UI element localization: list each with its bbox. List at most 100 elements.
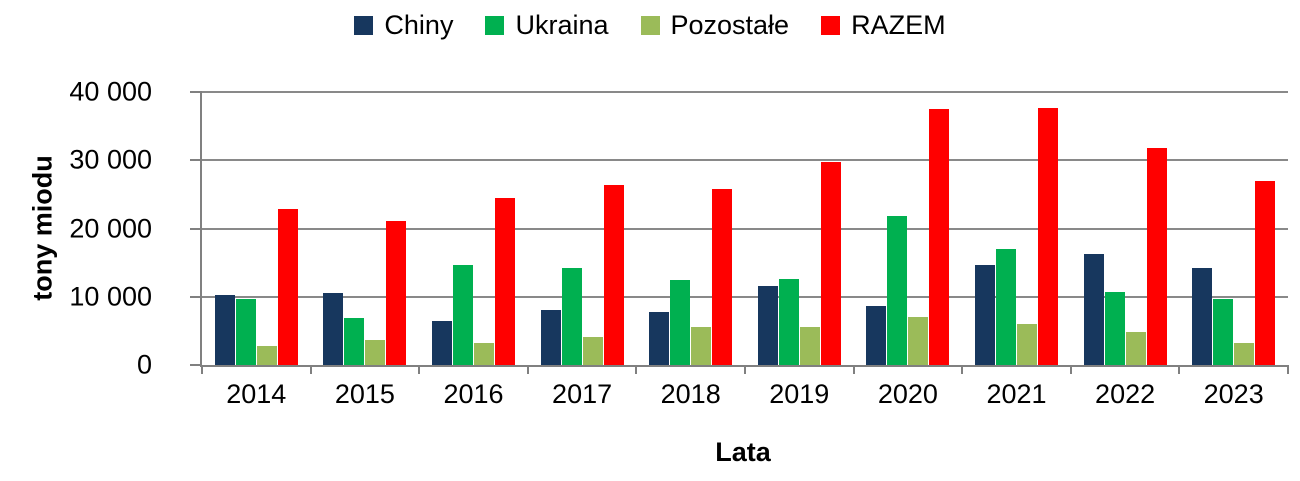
y-axis-tick [190,91,202,93]
x-tick-label-2018: 2018 [660,379,721,409]
x-axis-tick [961,365,964,374]
bar-razem-2014 [277,209,298,365]
gridline [202,295,1288,298]
bar-ukraina-2015 [344,317,365,365]
x-axis-title: Lata [715,437,771,467]
bar-group-2018 [636,92,745,365]
bar-group-2016 [419,92,528,365]
legend-item-chiny: Chiny [354,12,453,39]
legend-label: RAZEM [851,10,946,40]
gridline [202,159,1288,162]
bar-pozostałe-2022 [1125,332,1146,365]
legend-swatch-icon [640,16,660,35]
y-tick-label: 30 000 [69,144,152,175]
bar-group-2017 [528,92,637,365]
bar-group-2021 [962,92,1071,365]
bar-chiny-2019 [757,285,778,365]
bar-group-2023 [1179,92,1288,365]
bar-chiny-2014 [214,294,235,365]
plot-area: 0 10 000 20 000 30 000 40 000 2014 2015 2016 201… [69,78,1289,408]
y-axis-tick [190,364,202,366]
x-axis-tick [744,365,746,374]
bar-pozostałe-2019 [799,327,820,365]
legend-label: Chiny [384,10,454,40]
bar-ukraina-2014 [235,298,256,365]
legend-item-ukraina: Ukraina [485,10,609,40]
legend-swatch-icon [354,16,374,35]
bar-pozostałe-2018 [691,326,712,365]
x-axis-tick [1178,365,1181,374]
bar-chiny-2016 [431,320,452,365]
y-axis-tick [190,159,202,162]
legend-swatch-icon [821,16,841,35]
gridline [202,227,1288,230]
bar-razem-2023 [1255,180,1276,365]
x-tick-label-2020: 2020 [877,379,938,409]
bar-ukraina-2020 [887,216,908,365]
bar-ukraina-2018 [670,280,691,365]
x-axis-tick [1069,365,1072,374]
bar-ukraina-2016 [452,264,473,365]
x-axis-tick [201,365,203,374]
legend-item-pozostałe: Pozostałe [640,10,790,40]
bar-razem-2019 [820,162,841,365]
bar-group-2015 [311,92,420,365]
bar-razem-2015 [386,221,407,365]
x-tick-label-2022: 2022 [1095,379,1156,409]
y-tick-label: 10 000 [69,281,152,312]
bar-group-2020 [854,92,963,365]
y-axis-tick [190,227,202,230]
bar-pozostałe-2014 [256,345,277,365]
bar-pozostałe-2021 [1016,324,1037,365]
bar-chiny-2017 [540,309,561,365]
x-tick-label-2021: 2021 [986,379,1047,409]
bar-razem-2020 [929,109,950,365]
y-axis-tick [190,295,202,298]
bar-group-2022 [1071,92,1180,365]
bar-chiny-2015 [323,292,344,365]
bar-group-2014 [202,92,311,365]
x-tick-label-2023: 2023 [1203,379,1264,409]
legend-item-razem: RAZEM [821,12,946,39]
bar-pozostałe-2017 [582,337,603,365]
x-tick-label-2017: 2017 [552,379,613,409]
y-tick-label: 20 000 [69,213,152,243]
x-axis-tick [309,365,312,374]
bar-razem-2017 [603,184,624,365]
bar-razem-2022 [1146,147,1167,365]
bar-chiny-2022 [1083,253,1104,365]
bar-ukraina-2017 [561,268,582,365]
legend-label: Pozostałe [670,10,790,40]
bar-pozostałe-2016 [473,343,494,365]
x-tick-label-2014: 2014 [226,379,287,409]
x-axis-tick [418,365,421,374]
bar-razem-2018 [712,188,733,365]
x-axis-tick [635,365,638,374]
gridline [202,91,1288,93]
bar-ukraina-2019 [778,279,799,365]
legend-label: Ukraina [515,10,609,40]
bar-pozostałe-2023 [1234,343,1255,365]
bar-chiny-2020 [866,305,887,365]
legend-swatch-icon [485,16,505,35]
y-axis-title: tony miodu [27,155,58,301]
x-axis-tick [1287,365,1289,374]
bar-razem-2021 [1037,108,1058,365]
bar-ukraina-2022 [1104,291,1125,365]
x-axis-tick [526,365,529,374]
x-tick-label-2016: 2016 [443,379,504,409]
x-axis-tick [852,365,855,374]
bar-pozostałe-2015 [365,340,386,365]
bar-pozostałe-2020 [908,317,929,365]
bar-group-2019 [745,92,854,365]
legend: Chiny Ukraina Pozostałe RAZEM [0,12,1300,39]
bar-razem-2016 [494,198,515,365]
x-tick-label-2015: 2015 [334,379,395,409]
bar-ukraina-2023 [1213,298,1234,365]
y-tick-label: 0 [136,349,152,380]
bar-chiny-2023 [1192,268,1213,365]
bar-chiny-2018 [649,311,670,365]
bar-chiny-2021 [974,265,995,365]
y-tick-label: 40 000 [69,76,152,107]
